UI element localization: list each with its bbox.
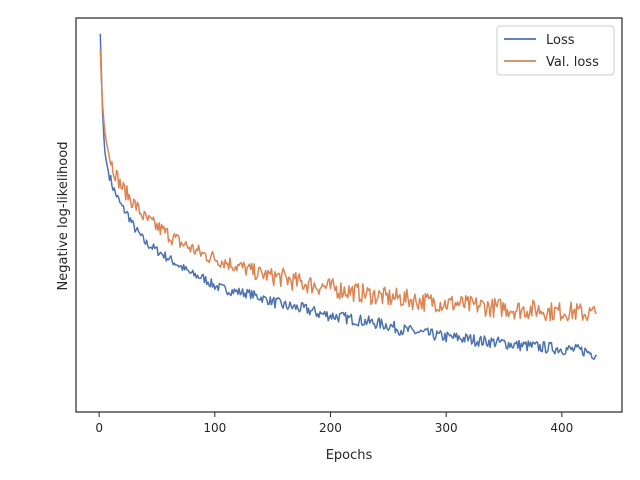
legend: Loss Val. loss [496,25,615,76]
series-lines [99,33,598,360]
x-axis-label: Epochs [326,448,373,463]
plot-frame [75,17,623,413]
x-tick-label: 400 [550,421,573,435]
x-tick-label: 300 [435,421,458,435]
x-axis-ticks: 0 100 200 300 400 [95,412,573,435]
x-tick-label: 100 [203,421,226,435]
legend-label-loss: Loss [546,33,575,48]
x-tick-label: 0 [95,421,103,435]
series-line-loss [99,33,598,360]
legend-label-val-loss: Val. loss [546,55,599,70]
series-line-val-loss [99,49,597,322]
y-axis-label: Negative log-likelihood [56,142,71,291]
x-tick-label: 200 [319,421,342,435]
